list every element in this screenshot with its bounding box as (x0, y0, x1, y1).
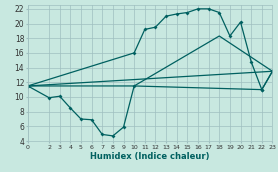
X-axis label: Humidex (Indice chaleur): Humidex (Indice chaleur) (90, 152, 210, 161)
